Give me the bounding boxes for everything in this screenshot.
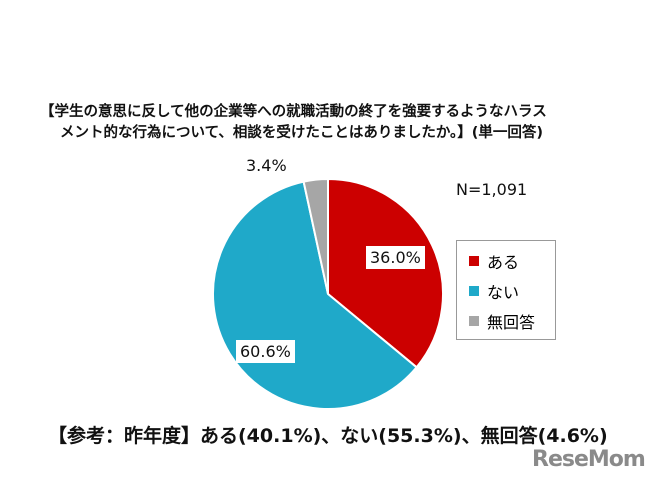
slice-aru <box>327 177 444 369</box>
legend-label: ない <box>487 283 520 302</box>
chart-title-line2: メント的な行為について、相談を受けたことはありましたか。】(単一回答) <box>60 125 544 141</box>
slice-mukaitou <box>302 177 329 295</box>
legend-swatch <box>469 286 479 296</box>
legend-label: ある <box>487 253 520 272</box>
legend-item-aru: ある <box>469 249 519 273</box>
data-label-mukaitou: 3.4% <box>246 156 287 175</box>
legend-swatch <box>469 316 479 326</box>
data-label-nai: 60.6% <box>236 340 295 363</box>
data-label-aru: 36.0% <box>366 246 425 269</box>
legend-item-nai: ない <box>469 279 519 303</box>
legend: ある ない 無回答 <box>456 240 556 340</box>
resemom-logo: ReseMom <box>532 447 645 472</box>
legend-swatch <box>469 256 479 266</box>
legend-label: 無回答 <box>487 313 536 332</box>
legend-item-mukaitou: 無回答 <box>469 309 535 333</box>
chart-title-line1: 【学生の意思に反して他の企業等への就職活動の終了を強要するようなハラス <box>40 104 547 120</box>
reference-note: 【参考：昨年度】ある(40.1%)、ない(55.3%)、無回答(4.6%) <box>48 425 608 447</box>
sample-size-label: N=1,091 <box>456 180 528 199</box>
